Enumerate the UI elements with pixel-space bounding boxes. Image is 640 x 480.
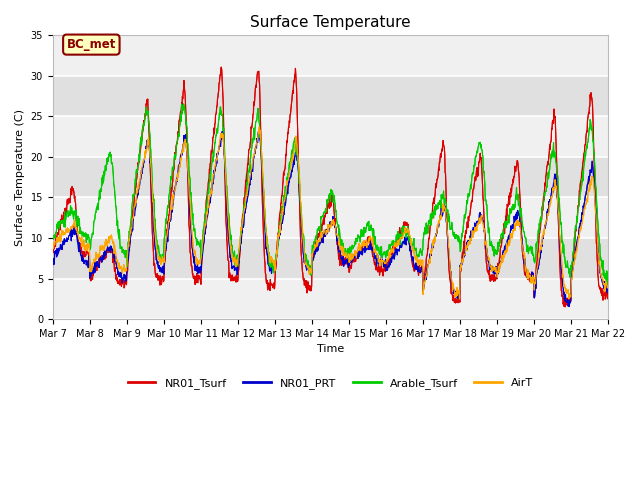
Arable_Tsurf [180,101,188,107]
NR01_Tsurf [159,276,166,282]
Arable_Tsurf [172,144,180,149]
Arable_Tsurf [159,256,166,262]
Title: Surface Temperature: Surface Temperature [250,15,411,30]
Bar [52,197,608,238]
AirT [539,235,547,240]
NR01_PRT [538,238,546,243]
NR01_Tsurf [49,247,56,252]
Bar [52,157,608,197]
Bar [52,117,608,157]
NR01_PRT [604,290,612,296]
AirT [490,264,497,270]
Arable_Tsurf [604,284,612,290]
NR01_PRT [566,304,573,310]
NR01_Tsurf [235,266,243,272]
Line: AirT: AirT [52,127,608,299]
Legend: NR01_Tsurf, NR01_PRT, Arable_Tsurf, AirT: NR01_Tsurf, NR01_PRT, Arable_Tsurf, AirT [124,373,538,393]
NR01_PRT [234,256,242,262]
NR01_Tsurf [538,204,546,209]
AirT [49,240,56,246]
Line: NR01_Tsurf: NR01_Tsurf [52,67,608,307]
NR01_PRT [417,266,425,272]
AirT [159,258,166,264]
NR01_PRT [172,180,180,186]
NR01_PRT [490,270,497,276]
NR01_PRT [159,269,166,275]
AirT [255,124,263,130]
NR01_Tsurf [604,286,612,292]
AirT [234,254,242,260]
Arable_Tsurf [235,250,243,255]
AirT [456,296,463,302]
NR01_PRT [49,259,56,265]
Bar [52,238,608,278]
AirT [604,283,612,289]
Arable_Tsurf [417,250,425,255]
AirT [417,263,425,269]
Bar [52,278,608,319]
Bar [52,36,608,76]
Arable_Tsurf [49,235,56,241]
AirT [172,177,180,183]
NR01_Tsurf [417,267,425,273]
Line: NR01_PRT: NR01_PRT [52,131,608,307]
X-axis label: Time: Time [317,344,344,354]
NR01_Tsurf [218,64,225,70]
NR01_Tsurf [490,273,497,279]
NR01_Tsurf [172,143,180,148]
NR01_Tsurf [561,304,569,310]
Y-axis label: Surface Temperature (C): Surface Temperature (C) [15,108,25,246]
Bar [52,76,608,117]
Line: Arable_Tsurf: Arable_Tsurf [52,104,608,287]
NR01_PRT [256,128,264,134]
Arable_Tsurf [538,207,546,213]
Text: BC_met: BC_met [67,38,116,51]
Arable_Tsurf [490,248,497,253]
